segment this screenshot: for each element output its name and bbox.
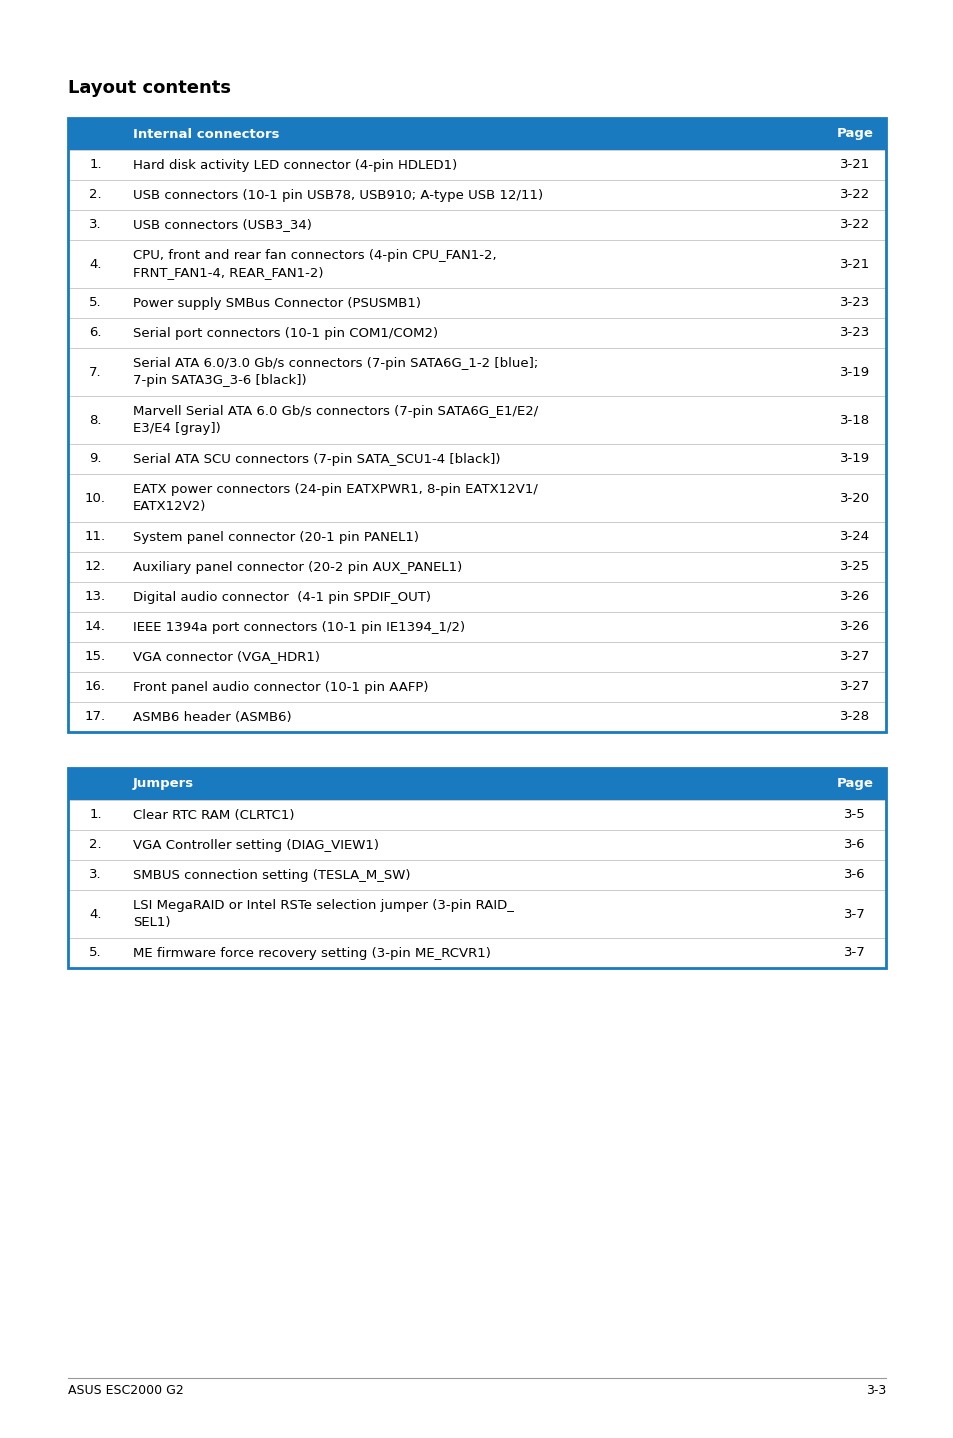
Text: 15.: 15. xyxy=(85,650,106,663)
Text: 3-23: 3-23 xyxy=(839,296,869,309)
Text: CPU, front and rear fan connectors (4-pin CPU_FAN1-2,
FRNT_FAN1-4, REAR_FAN1-2): CPU, front and rear fan connectors (4-pi… xyxy=(132,249,497,279)
Text: 3-26: 3-26 xyxy=(839,621,869,634)
Bar xyxy=(68,582,885,613)
Text: 4.: 4. xyxy=(90,907,102,920)
Bar xyxy=(68,522,885,552)
Bar xyxy=(68,613,885,641)
Text: 10.: 10. xyxy=(85,492,106,505)
Text: 3-20: 3-20 xyxy=(839,492,869,505)
Bar xyxy=(68,150,885,180)
Bar xyxy=(68,288,885,318)
Text: 3-7: 3-7 xyxy=(843,946,865,959)
Text: 3-19: 3-19 xyxy=(839,453,869,466)
Text: 9.: 9. xyxy=(90,453,102,466)
Text: ASMB6 header (ASMB6): ASMB6 header (ASMB6) xyxy=(132,710,292,723)
Text: 1.: 1. xyxy=(89,158,102,171)
Text: 3-5: 3-5 xyxy=(843,808,865,821)
Text: Power supply SMBus Connector (PSUSMB1): Power supply SMBus Connector (PSUSMB1) xyxy=(132,296,420,309)
Text: 3-19: 3-19 xyxy=(839,365,869,378)
Text: 3-7: 3-7 xyxy=(843,907,865,920)
Text: 3-27: 3-27 xyxy=(839,650,869,663)
Text: Serial ATA SCU connectors (7-pin SATA_SCU1-4 [black]): Serial ATA SCU connectors (7-pin SATA_SC… xyxy=(132,453,500,466)
Text: 3.: 3. xyxy=(89,219,102,232)
Text: 17.: 17. xyxy=(85,710,106,723)
Text: SMBUS connection setting (TESLA_M_SW): SMBUS connection setting (TESLA_M_SW) xyxy=(132,869,410,881)
Bar xyxy=(68,180,885,210)
Text: 3-18: 3-18 xyxy=(839,414,869,427)
Text: 6.: 6. xyxy=(90,326,102,339)
Text: 3-6: 3-6 xyxy=(843,869,865,881)
Bar xyxy=(68,641,885,672)
Bar xyxy=(68,210,885,240)
Text: 3-28: 3-28 xyxy=(839,710,869,723)
Text: Clear RTC RAM (CLRTC1): Clear RTC RAM (CLRTC1) xyxy=(132,808,294,821)
Text: 3-23: 3-23 xyxy=(839,326,869,339)
Text: Page: Page xyxy=(836,778,873,791)
Text: 3-24: 3-24 xyxy=(839,531,869,544)
Text: System panel connector (20-1 pin PANEL1): System panel connector (20-1 pin PANEL1) xyxy=(132,531,418,544)
Text: Auxiliary panel connector (20-2 pin AUX_PANEL1): Auxiliary panel connector (20-2 pin AUX_… xyxy=(132,561,462,574)
Bar xyxy=(68,395,885,444)
Bar xyxy=(68,890,885,938)
Text: 3.: 3. xyxy=(89,869,102,881)
Bar xyxy=(68,830,885,860)
Bar xyxy=(68,475,885,522)
Text: 2.: 2. xyxy=(89,838,102,851)
Bar xyxy=(68,444,885,475)
Text: Jumpers: Jumpers xyxy=(132,778,193,791)
Text: 3-3: 3-3 xyxy=(864,1383,885,1396)
Bar xyxy=(68,800,885,830)
Text: 16.: 16. xyxy=(85,680,106,693)
Text: 14.: 14. xyxy=(85,621,106,634)
Text: Hard disk activity LED connector (4-pin HDLED1): Hard disk activity LED connector (4-pin … xyxy=(132,158,456,171)
Bar xyxy=(68,118,885,150)
Text: Page: Page xyxy=(836,128,873,141)
Text: 8.: 8. xyxy=(90,414,102,427)
Bar xyxy=(68,768,885,968)
Text: 5.: 5. xyxy=(89,296,102,309)
Text: Internal connectors: Internal connectors xyxy=(132,128,279,141)
Text: VGA connector (VGA_HDR1): VGA connector (VGA_HDR1) xyxy=(132,650,319,663)
Text: LSI MegaRAID or Intel RSTe selection jumper (3-pin RAID_
SEL1): LSI MegaRAID or Intel RSTe selection jum… xyxy=(132,899,514,929)
Bar xyxy=(68,768,885,800)
Text: 3-26: 3-26 xyxy=(839,591,869,604)
Bar xyxy=(68,672,885,702)
Text: 3-22: 3-22 xyxy=(839,188,869,201)
Bar xyxy=(68,348,885,395)
Text: Digital audio connector  (4-1 pin SPDIF_OUT): Digital audio connector (4-1 pin SPDIF_O… xyxy=(132,591,431,604)
Text: Layout contents: Layout contents xyxy=(68,79,231,96)
Bar xyxy=(68,938,885,968)
Text: 7.: 7. xyxy=(89,365,102,378)
Text: ME firmware force recovery setting (3-pin ME_RCVR1): ME firmware force recovery setting (3-pi… xyxy=(132,946,491,959)
Text: 3-25: 3-25 xyxy=(839,561,869,574)
Text: 3-21: 3-21 xyxy=(839,158,869,171)
Text: 5.: 5. xyxy=(89,946,102,959)
Text: 2.: 2. xyxy=(89,188,102,201)
Text: 3-22: 3-22 xyxy=(839,219,869,232)
Text: 3-27: 3-27 xyxy=(839,680,869,693)
Text: EATX power connectors (24-pin EATXPWR1, 8-pin EATX12V1/
EATX12V2): EATX power connectors (24-pin EATXPWR1, … xyxy=(132,483,537,513)
Bar xyxy=(68,240,885,288)
Text: 3-21: 3-21 xyxy=(839,257,869,270)
Text: ASUS ESC2000 G2: ASUS ESC2000 G2 xyxy=(68,1383,184,1396)
Text: VGA Controller setting (DIAG_VIEW1): VGA Controller setting (DIAG_VIEW1) xyxy=(132,838,378,851)
Bar xyxy=(68,552,885,582)
Text: IEEE 1394a port connectors (10-1 pin IE1394_1/2): IEEE 1394a port connectors (10-1 pin IE1… xyxy=(132,621,465,634)
Text: USB connectors (10-1 pin USB78, USB910; A-type USB 12/11): USB connectors (10-1 pin USB78, USB910; … xyxy=(132,188,542,201)
Bar xyxy=(68,860,885,890)
Text: 4.: 4. xyxy=(90,257,102,270)
Text: 1.: 1. xyxy=(89,808,102,821)
Bar xyxy=(68,118,885,732)
Bar xyxy=(68,318,885,348)
Text: 12.: 12. xyxy=(85,561,106,574)
Text: Serial port connectors (10-1 pin COM1/COM2): Serial port connectors (10-1 pin COM1/CO… xyxy=(132,326,437,339)
Text: USB connectors (USB3_34): USB connectors (USB3_34) xyxy=(132,219,312,232)
Text: Serial ATA 6.0/3.0 Gb/s connectors (7-pin SATA6G_1-2 [blue];
7-pin SATA3G_3-6 [b: Serial ATA 6.0/3.0 Gb/s connectors (7-pi… xyxy=(132,357,537,387)
Text: Front panel audio connector (10-1 pin AAFP): Front panel audio connector (10-1 pin AA… xyxy=(132,680,428,693)
Bar xyxy=(68,702,885,732)
Text: 3-6: 3-6 xyxy=(843,838,865,851)
Text: 11.: 11. xyxy=(85,531,106,544)
Text: Marvell Serial ATA 6.0 Gb/s connectors (7-pin SATA6G_E1/E2/
E3/E4 [gray]): Marvell Serial ATA 6.0 Gb/s connectors (… xyxy=(132,406,537,434)
Text: 13.: 13. xyxy=(85,591,106,604)
